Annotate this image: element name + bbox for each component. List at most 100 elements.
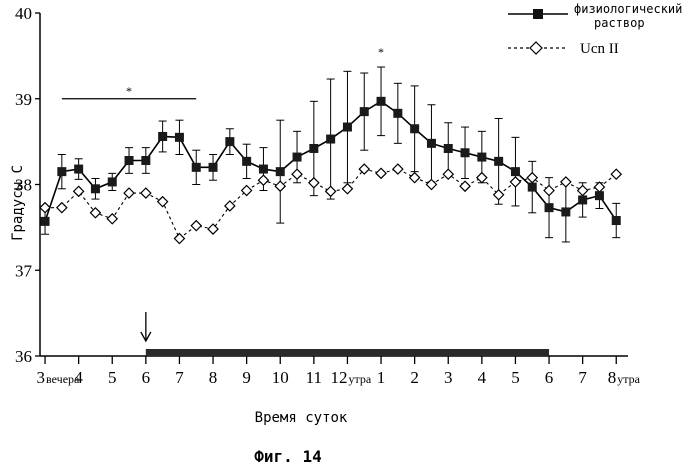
point-saline (242, 157, 251, 166)
point-ucn (527, 173, 537, 183)
legend-label-ucn: Ucn II (580, 41, 619, 57)
x-tick-label: 4 (478, 368, 487, 387)
y-axis-title: Градусы С (10, 165, 26, 241)
x-tick-label: 11 (306, 368, 322, 387)
x-ticks: 3вечера456789101112утра12345678утра (37, 356, 641, 387)
dark-period-bar (146, 349, 549, 356)
x-tick-label: 5 (108, 368, 117, 387)
point-ucn (174, 234, 184, 244)
x-tick-label: 7 (578, 368, 587, 387)
point-ucn (158, 197, 168, 207)
x-tick-label: 4 (74, 368, 83, 387)
legend: физиологический раствор Ucn II (508, 2, 682, 57)
point-saline (477, 153, 486, 162)
point-saline (158, 132, 167, 141)
x-tick-label: 5 (511, 368, 520, 387)
point-saline (309, 144, 318, 153)
y-tick-label: 40 (15, 4, 32, 23)
point-saline (578, 195, 587, 204)
point-saline (410, 124, 419, 133)
point-ucn (594, 182, 604, 192)
point-saline (393, 109, 402, 118)
point-ucn (124, 188, 134, 198)
x-tick-label: 10 (272, 368, 289, 387)
point-saline (326, 135, 335, 144)
y-tick-label: 36 (15, 347, 32, 366)
point-ucn (410, 173, 420, 183)
point-ucn (141, 188, 151, 198)
y-tick-label: 39 (15, 90, 32, 109)
point-ucn (57, 203, 67, 213)
point-ucn (107, 214, 117, 224)
point-saline (561, 207, 570, 216)
point-ucn (326, 186, 336, 196)
x-tick-label: 8 (209, 368, 218, 387)
point-saline (595, 191, 604, 200)
point-saline (209, 163, 218, 172)
legend-marker-ucn (530, 42, 542, 54)
point-ucn (477, 173, 487, 183)
point-ucn (74, 186, 84, 196)
point-ucn (561, 177, 571, 187)
point-ucn (292, 169, 302, 179)
point-saline (125, 156, 134, 165)
x-tick-label: 2 (410, 368, 419, 387)
x-tick-label: 3 (37, 368, 46, 387)
point-saline (192, 163, 201, 172)
x-axis-title: Время суток (255, 410, 348, 426)
point-saline (41, 217, 50, 226)
x-tick-label: 12 (330, 368, 347, 387)
point-saline (360, 107, 369, 116)
point-saline (57, 167, 66, 176)
point-saline (494, 157, 503, 166)
significance-star: * (126, 84, 132, 98)
point-ucn (393, 164, 403, 174)
point-ucn (309, 178, 319, 188)
point-saline (545, 203, 554, 212)
point-ucn (191, 221, 201, 231)
significance-layer: ** (62, 45, 384, 99)
point-saline (74, 165, 83, 174)
point-ucn (578, 186, 588, 196)
significance-star: * (378, 45, 384, 59)
y-tick-label: 37 (15, 261, 33, 280)
point-ucn (443, 169, 453, 179)
point-saline (225, 137, 234, 146)
x-tick-label: 3 (444, 368, 453, 387)
point-saline (293, 153, 302, 162)
point-saline (175, 133, 184, 142)
point-ucn (258, 175, 268, 185)
x-tick-label: 9 (242, 368, 251, 387)
x-tick-label: 8 (608, 368, 617, 387)
point-saline (91, 184, 100, 193)
legend-marker-saline (533, 9, 543, 19)
point-saline (444, 144, 453, 153)
dark-period-bar-group (141, 312, 549, 356)
point-saline (528, 183, 537, 192)
x-tick-label: 7 (175, 368, 184, 387)
point-saline (427, 139, 436, 148)
legend-label-saline-1: физиологический (574, 2, 682, 16)
x-tick-suffix: утра (617, 372, 640, 386)
point-saline (461, 148, 470, 157)
point-ucn (275, 181, 285, 191)
x-tick-label: 6 (545, 368, 554, 387)
point-ucn (342, 184, 352, 194)
figure-caption: Фиг. 14 (254, 447, 321, 466)
point-ucn (376, 168, 386, 178)
point-ucn (90, 208, 100, 218)
point-ucn (460, 181, 470, 191)
point-saline (377, 97, 386, 106)
point-saline (276, 167, 285, 176)
point-saline (612, 216, 621, 225)
point-ucn (426, 180, 436, 190)
legend-label-saline-2: раствор (594, 16, 645, 30)
point-saline (108, 177, 117, 186)
point-ucn (510, 177, 520, 187)
point-ucn (544, 186, 554, 196)
point-ucn (611, 169, 621, 179)
point-saline (259, 165, 268, 174)
x-tick-suffix: утра (348, 372, 371, 386)
